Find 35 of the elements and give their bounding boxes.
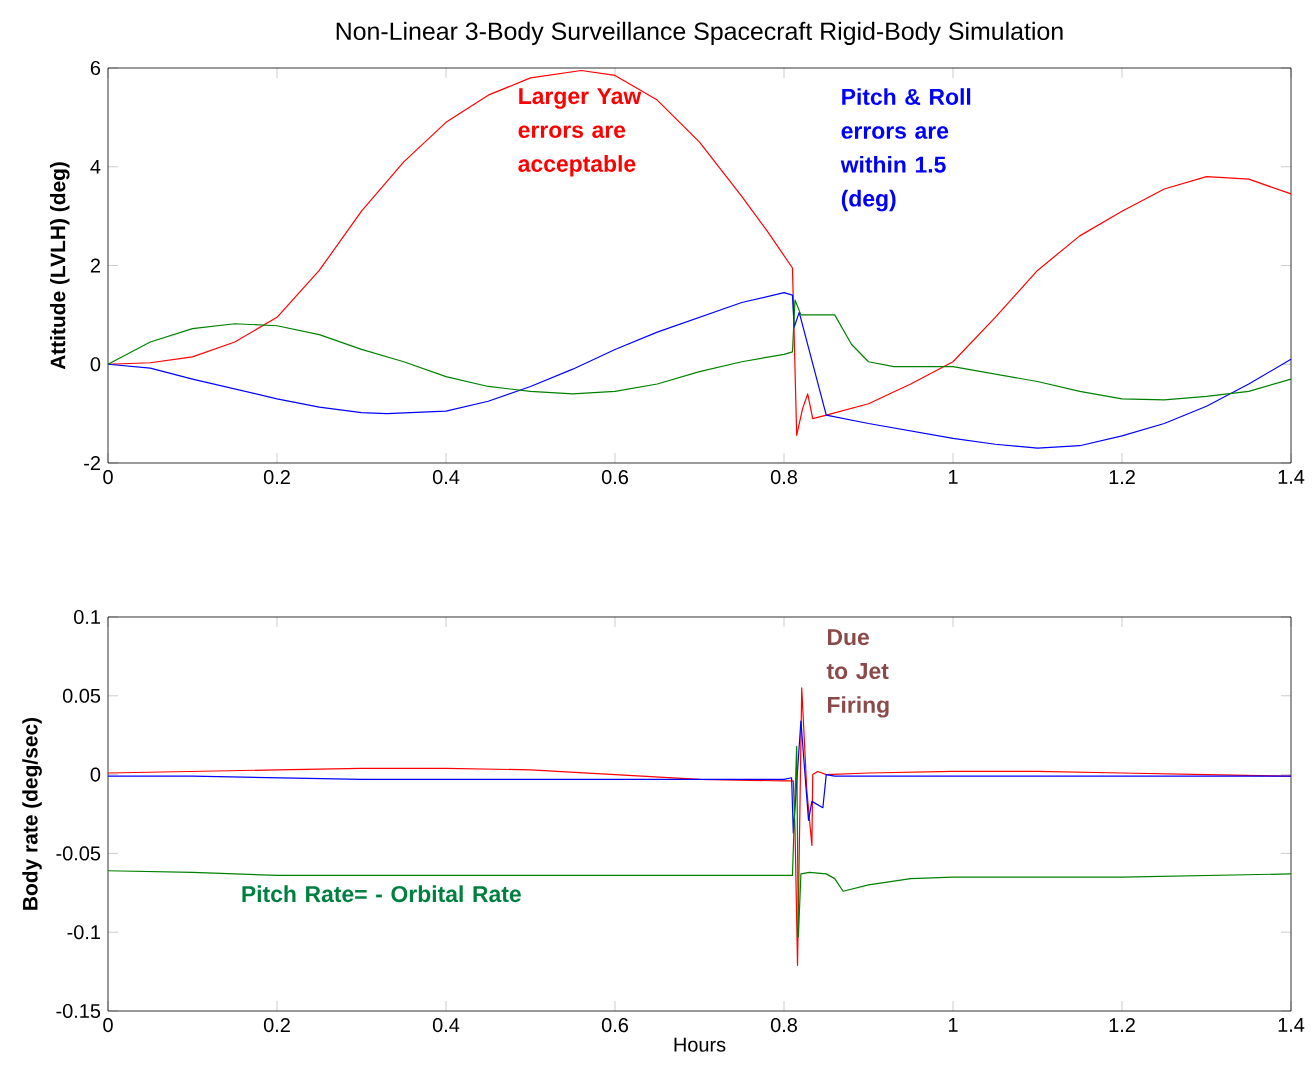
x-tick-label: 0.6 xyxy=(601,470,628,485)
x-tick-label: 0.2 xyxy=(263,470,290,485)
x-tick-label: 0.4 xyxy=(432,1018,460,1033)
annotation: Pitch Rate= - Orbital Rate xyxy=(242,885,521,903)
y-tick-label: -0.05 xyxy=(56,846,101,861)
x-tick-label: 0.6 xyxy=(601,1018,628,1033)
x-tick-label: 0.4 xyxy=(432,470,460,485)
x-tick-label: 0.2 xyxy=(263,1018,290,1033)
y-axis-title: Body rate (deg/sec) xyxy=(22,718,42,910)
annotation: Larger Yaw errors are acceptable xyxy=(518,88,642,177)
x-tick-label: 1.4 xyxy=(1278,470,1305,484)
y-axis-title: Attitude (LVLH) (deg) xyxy=(49,162,70,370)
y-tick-label: -0.1 xyxy=(67,925,100,940)
x-tick-label: 1.2 xyxy=(1109,470,1135,484)
x-tick-label: 1.4 xyxy=(1278,1018,1305,1032)
y-tick-label: -0.15 xyxy=(56,1003,101,1019)
x-tick-label: 1 xyxy=(949,470,958,484)
y-tick-label: 6 xyxy=(90,60,101,76)
x-tick-label: 0.8 xyxy=(770,470,797,485)
x-tick-label: 1 xyxy=(949,1018,958,1032)
chart-title: Non-Linear 3-Body Surveillance Spacecraft Rigid-Body Simulation xyxy=(336,21,1063,45)
x-tick-label: 0.8 xyxy=(770,1018,797,1033)
y-tick-label: 0 xyxy=(90,767,101,782)
annotation: Pitch & Roll errors are within 1.5 (deg) xyxy=(840,88,971,212)
x-tick-label: 0 xyxy=(103,1018,113,1033)
y-tick-label: 0 xyxy=(90,357,101,372)
x-tick-label: 1.2 xyxy=(1109,1018,1135,1032)
x-axis-title: Hours xyxy=(674,1037,726,1052)
x-tick-label: 0 xyxy=(103,470,113,485)
y-tick-label: 0.1 xyxy=(74,609,100,625)
y-tick-label: 2 xyxy=(90,258,100,273)
y-tick-label: 4 xyxy=(90,159,101,174)
y-tick-label: 0.05 xyxy=(62,688,101,703)
y-tick-label: -2 xyxy=(84,456,100,470)
annotation: Due to Jet Firing xyxy=(826,629,889,718)
